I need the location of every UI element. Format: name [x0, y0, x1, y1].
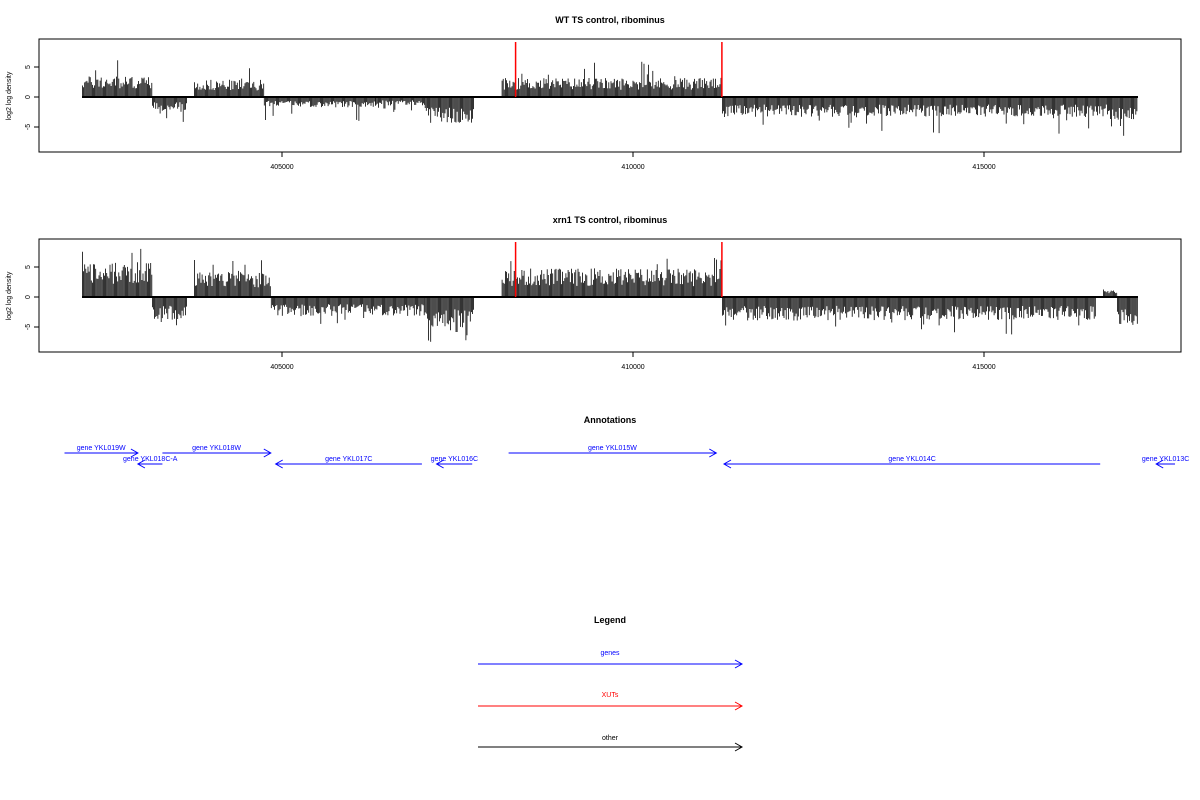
annotation-gene-ykl016c: gene YKL016C — [431, 456, 478, 469]
wt-segment-0 — [82, 60, 153, 97]
legend-item-xuts: XUTs — [478, 692, 744, 711]
annotation-label: gene YKL016C — [431, 456, 478, 463]
legend-other-label: other — [602, 735, 619, 742]
annotation-arrowhead — [709, 448, 718, 458]
xrn1-x-axis: 405000 410000 415000 — [270, 351, 996, 371]
xrn1-segment-5 — [501, 258, 722, 297]
annotation-arrowhead — [130, 448, 139, 458]
xrn1-ytick-5: 5 — [25, 265, 32, 269]
wt-x-axis: 405000 410000 415000 — [270, 151, 996, 171]
wt-segment-8 — [1110, 97, 1138, 136]
annotation-arrowhead — [435, 459, 444, 469]
wt-ytick-5: 5 — [25, 65, 32, 69]
xrn1-xut-markers — [514, 242, 723, 297]
annotation-label: gene YKL017C — [325, 456, 372, 463]
legend-item-other: other — [478, 735, 744, 752]
xrn1-xtick-410000: 410000 — [621, 364, 644, 371]
wt-segment-1 — [151, 97, 187, 122]
wt-segment-4 — [375, 97, 426, 112]
wt-segment-3 — [263, 97, 376, 121]
wt-bars — [82, 60, 1138, 136]
legend-genes-label: genes — [600, 650, 620, 657]
xrn1-bars — [82, 248, 1138, 342]
annotation-gene-ykl015w: gene YKL015W — [508, 445, 718, 458]
xrn1-y-axis-label: log2 log density — [6, 271, 13, 320]
legend-other-arrowhead — [734, 742, 744, 752]
legend-xuts-arrowhead — [734, 701, 744, 711]
annotation-features: gene YKL019W gene YKL018C-A gene YKL018W ge… — [64, 445, 1189, 469]
xrn1-segment-1 — [151, 297, 187, 326]
xrn1-xtick-415000: 415000 — [972, 364, 995, 371]
xrn1-ytick-neg5: -5 — [25, 324, 32, 330]
xrn1-segment-7 — [1103, 289, 1118, 297]
xrn1-segment-6 — [722, 297, 1096, 335]
annotation-gene-ykl018w: gene YKL018W — [162, 445, 272, 458]
annotation-gene-ykl018c-a: gene YKL018C-A — [123, 456, 178, 469]
xrn1-segment-2 — [193, 260, 271, 297]
wt-coverage-panel: WT TS control, ribominus 5 0 -5 log2 log… — [6, 15, 1182, 171]
annotation-gene-ykl013c: gene YKL013C — [1142, 456, 1189, 469]
annotation-gene-ykl017c: gene YKL017C — [274, 456, 422, 469]
annotation-label: gene YKL014C — [888, 456, 935, 463]
xrn1-ytick-0: 0 — [25, 295, 32, 299]
legend-item-genes: genes — [478, 650, 744, 669]
annotation-gene-ykl019w: gene YKL019W — [64, 445, 139, 458]
xrn1-segment-0 — [82, 248, 153, 297]
annotation-label: gene YKL018W — [192, 445, 241, 452]
legend-genes-arrowhead — [734, 659, 744, 669]
xrn1-panel-title: xrn1 TS control, ribominus — [553, 215, 668, 225]
wt-ytick-0: 0 — [25, 95, 32, 99]
annotation-arrowhead — [263, 448, 272, 458]
annotation-arrowhead — [274, 459, 283, 469]
xrn1-y-axis: 5 0 -5 log2 log density — [6, 265, 40, 330]
annotation-label: gene YKL018C-A — [123, 456, 178, 463]
legend: Legend genes XUTs other — [478, 615, 744, 752]
annotation-arrowhead — [1155, 459, 1164, 469]
wt-segment-2 — [193, 68, 265, 97]
annotation-arrowhead — [136, 459, 146, 469]
annotation-label: gene YKL019W — [77, 445, 126, 452]
wt-segment-7 — [722, 97, 1110, 134]
wt-xtick-415000: 415000 — [972, 164, 995, 171]
xrn1-segment-4 — [424, 297, 475, 342]
wt-xtick-410000: 410000 — [621, 164, 644, 171]
annotation-arrowhead — [722, 459, 732, 469]
wt-y-axis: 5 0 -5 log2 log density — [6, 65, 40, 130]
xrn1-xtick-405000: 405000 — [270, 364, 293, 371]
wt-panel-title: WT TS control, ribominus — [555, 15, 665, 25]
wt-segment-6 — [501, 61, 722, 97]
legend-title: Legend — [594, 615, 626, 625]
annotation-label: gene YKL015W — [588, 445, 637, 452]
legend-xuts-label: XUTs — [602, 692, 619, 699]
annotation-gene-ykl014c: gene YKL014C — [722, 456, 1101, 469]
wt-xut-markers — [514, 42, 723, 97]
wt-y-axis-label: log2 log density — [6, 71, 13, 120]
wt-segment-5 — [424, 97, 475, 123]
wt-xtick-405000: 405000 — [270, 164, 293, 171]
wt-ytick-neg5: -5 — [25, 124, 32, 130]
xrn1-segment-8 — [1117, 297, 1138, 325]
xrn1-segment-3 — [270, 297, 425, 324]
xrn1-coverage-panel: xrn1 TS control, ribominus 5 0 -5 log2 l… — [6, 215, 1182, 371]
annotation-label: gene YKL013C — [1142, 456, 1189, 463]
annotations-title: Annotations — [584, 415, 637, 425]
